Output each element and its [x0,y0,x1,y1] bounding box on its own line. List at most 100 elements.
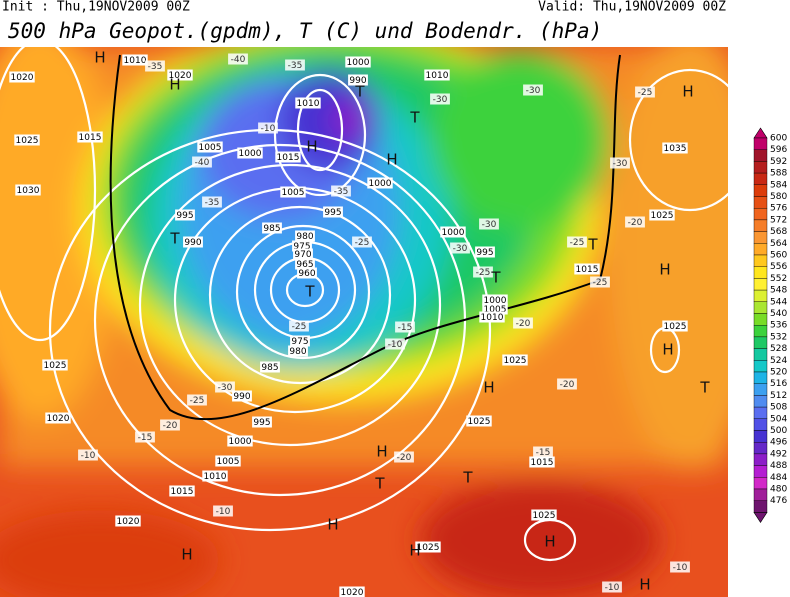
pressure-label: 960 [298,269,315,279]
colorbar-box [753,149,768,162]
colorbar-label: 544 [770,297,787,307]
colorbar-label: 480 [770,485,787,495]
pressure-center: H [376,443,387,461]
temperature-label: -15 [138,433,153,443]
pressure-label: 995 [176,211,193,221]
temperature-label-box [202,196,222,208]
colorbar-label: 492 [770,449,787,459]
colorbar-label: 568 [770,227,787,237]
pressure-label: 975 [293,242,310,252]
temperature-label-box [213,505,233,517]
colorbar-box [753,266,768,279]
colorbar-label: 516 [770,379,787,389]
colorbar-label: 476 [770,496,787,506]
colorbar-label: 520 [770,368,787,378]
pressure-label-box [482,303,508,315]
pressure-label: 1010 [481,313,504,323]
pressure-label-box [662,142,688,154]
pressure-label-box [502,354,528,366]
colorbar-label: 508 [770,403,787,413]
temperature-label: -25 [476,268,491,278]
colorbar-label: 580 [770,192,787,202]
pressure-center: H [662,341,673,359]
pressure-label: 1025 [504,356,527,366]
pressure-label: 1025 [651,211,674,221]
pressure-label: 1010 [124,56,147,66]
colorbar-label: 560 [770,251,787,261]
temperature-label-box [533,446,553,458]
pressure-label: 1000 [369,179,392,189]
pressure-label-box [440,226,466,238]
colorbar-label: 536 [770,321,787,331]
temperature-label: -20 [397,453,412,463]
colorbar-label: 596 [770,145,787,155]
temperature-label-box [590,276,610,288]
temperature-label-box [670,561,690,573]
pressure-label: 1000 [239,149,262,159]
colorbar-label: 576 [770,204,787,214]
pressure-label-box [122,54,148,66]
temperature-label-box [160,419,180,431]
pressure-label-box [649,209,675,221]
pressure-label-box [14,134,40,146]
temperature-label: -30 [433,95,448,105]
pressure-label: 1025 [664,322,687,332]
temperature-label: -30 [526,86,541,96]
pressure-center: H [483,379,494,397]
pressure-label-box [415,541,441,553]
colorbar-box [753,465,768,478]
pressure-label-box [479,311,505,323]
temperature-label-box [215,381,235,393]
colorbar-box [753,161,768,174]
map-field [0,47,728,597]
colorbar-label: 512 [770,391,787,401]
temperature-label: -10 [605,583,620,593]
temperature-label: -10 [261,124,276,134]
pressure-label-box [475,246,495,258]
pressure-center: T [169,230,180,248]
temperature-label-box [145,60,165,72]
temperature-label: -25 [593,278,608,288]
temperature-label-box [625,216,645,228]
colorbar-box [753,383,768,396]
colorbar-box [753,184,768,197]
pressure-label: 1000 [229,437,252,447]
pressure-label: 1015 [171,487,194,497]
temperature-label-box [523,84,543,96]
pressure-label: 1025 [44,361,67,371]
pressure-label-box [262,222,282,234]
pressure-label-box [295,258,315,270]
pressure-center: H [181,546,192,564]
pressure-label-box [169,485,195,497]
temperature-label-box [228,53,248,65]
temperature-label-box [567,236,587,248]
temperature-label: -40 [195,158,210,168]
pressure-label-box [77,131,103,143]
colorbar-box [753,301,768,314]
colorbar-box [753,196,768,209]
pressure-label: 990 [233,392,250,402]
pressure-label: 1010 [204,472,227,482]
temperature-label-box [385,338,405,350]
colorbar-label: 584 [770,180,787,190]
temperature-label: -25 [190,396,205,406]
pressure-label-box [45,412,71,424]
temperature-label: -30 [453,244,468,254]
pressure-label-box [297,267,317,279]
pressure-label: 1020 [169,71,192,81]
colorbar-box [753,477,768,490]
pressure-center: T [304,283,315,301]
pressure-label: 1005 [199,143,222,153]
pressure-label: 1010 [297,99,320,109]
pressure-label-box [252,416,272,428]
temperature-label-box [473,266,493,278]
temperature-label-box [602,581,622,593]
colorbar-label: 528 [770,344,787,354]
pressure-label: 1015 [576,265,599,275]
pressure-label-box [531,509,557,521]
colorbar-box [753,254,768,267]
colorbar-label: 524 [770,356,787,366]
pressure-label-box [345,56,371,68]
